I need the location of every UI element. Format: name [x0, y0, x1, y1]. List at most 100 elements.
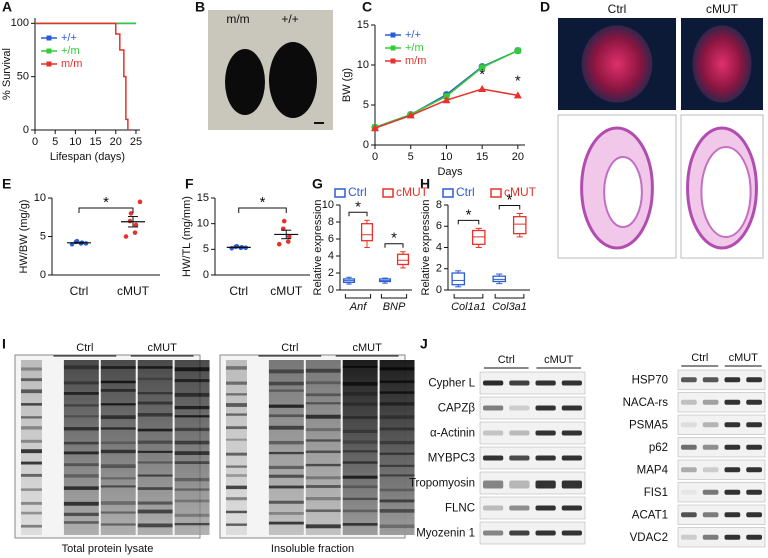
legend-label: +/+ [61, 32, 77, 44]
blot-band [724, 399, 741, 405]
legend-swatch [390, 58, 396, 64]
blot-band [509, 480, 530, 489]
gel-band [100, 366, 136, 369]
x-tick-label: 0 [32, 136, 38, 148]
blot-band [509, 430, 530, 436]
blot-strip [479, 521, 586, 545]
x-tick-label: cMUT [117, 284, 150, 298]
panel-letter: E [2, 176, 11, 192]
gel-band [137, 509, 173, 514]
panel-letter: F [185, 176, 194, 192]
gel-band [21, 378, 42, 382]
blot-band [702, 399, 719, 405]
blot-band [509, 380, 530, 386]
significance-bracket [78, 207, 134, 213]
mouse [225, 49, 265, 115]
data-point [276, 241, 282, 247]
blot-band [724, 377, 741, 383]
blot-band [483, 530, 504, 536]
gel-band [63, 512, 99, 517]
gel-lane [174, 360, 210, 535]
gel-band [63, 441, 99, 445]
gel-band [342, 402, 378, 406]
data-point [133, 222, 139, 228]
gel-lane [21, 360, 42, 535]
gel-band [268, 389, 304, 392]
blot-band [535, 530, 556, 536]
blot-band [681, 377, 697, 383]
significance: * [466, 206, 472, 223]
y-tick-label: 15 [197, 192, 209, 204]
gel-band [100, 501, 136, 505]
gel-band [342, 381, 378, 386]
gel-band [226, 366, 247, 370]
blot-strip [479, 396, 586, 420]
gel-band [379, 488, 415, 492]
x-tick-label: Anf [349, 301, 367, 313]
gel-band [305, 428, 341, 432]
y-tick-label: 100 [11, 17, 29, 29]
gel-band [63, 365, 99, 370]
box [360, 223, 374, 242]
gel-band [100, 427, 136, 430]
gel-band [21, 501, 42, 505]
data-point [285, 239, 291, 244]
series-line [374, 49, 519, 129]
heart-image [581, 25, 653, 103]
y-tick-label: 2 [328, 267, 334, 279]
heart-section [700, 146, 752, 238]
gel-band [174, 488, 210, 491]
y-tick-label: 50 [17, 71, 29, 83]
gel-band [305, 450, 341, 454]
protein-label: MYBPC3 [428, 453, 475, 465]
gel-band [21, 473, 42, 477]
gel-band [63, 381, 99, 385]
category-bracket [494, 294, 525, 299]
gel-band [342, 523, 378, 526]
gel-band [100, 523, 136, 526]
y-tick-label: 6 [328, 233, 334, 245]
legend-swatch [490, 188, 502, 198]
legend-swatch [390, 45, 396, 51]
marker [513, 91, 522, 99]
marker [406, 111, 415, 119]
gel-band [21, 426, 42, 430]
blot-band [681, 467, 697, 473]
blot-strip [479, 371, 586, 395]
gel-band [268, 465, 304, 470]
x-tick-label: 15 [89, 136, 101, 148]
data-point [83, 241, 89, 246]
gel-band [268, 512, 304, 515]
gel-band [226, 413, 247, 416]
box [396, 253, 410, 266]
gel-lane [137, 360, 173, 535]
data-point [127, 218, 133, 224]
gel-band [100, 464, 136, 469]
x-tick-label: Ctrl [70, 284, 89, 298]
box [451, 272, 466, 286]
blot-strip [479, 496, 586, 520]
blot-band [724, 422, 741, 428]
data-point [281, 218, 287, 224]
legend-swatch [442, 188, 454, 198]
blot-band [702, 377, 719, 383]
gel-band [342, 365, 378, 368]
gel-lane [63, 360, 99, 535]
data-point [128, 211, 134, 216]
blot-band [561, 455, 582, 461]
gel-band [226, 485, 247, 490]
photo-label: cMUT [706, 2, 739, 16]
gel-band [63, 521, 99, 524]
gel-band [379, 427, 415, 431]
gel-band [63, 474, 99, 478]
gel-band [379, 391, 415, 394]
blot-band [535, 405, 556, 411]
significance-bracket [348, 211, 368, 217]
gel-band [174, 477, 210, 482]
legend-label: cMUT [504, 185, 537, 199]
gel-band [379, 452, 415, 455]
significance: * [260, 194, 266, 211]
blot-strip [677, 392, 766, 413]
gel-band [137, 392, 173, 395]
legend-label: m/m [61, 58, 82, 70]
